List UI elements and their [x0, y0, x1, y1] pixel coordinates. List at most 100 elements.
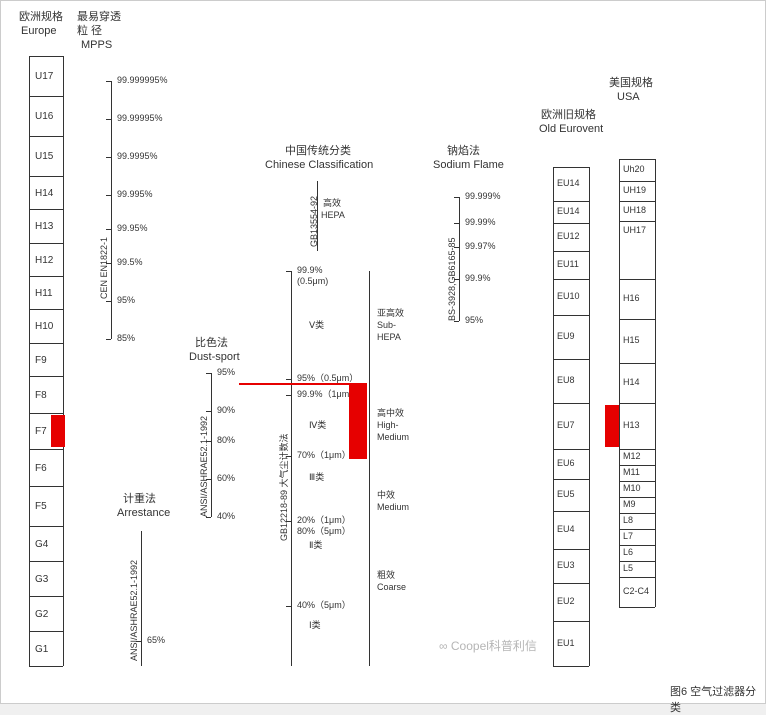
europe-left-line — [29, 56, 30, 666]
arr-line — [141, 531, 142, 666]
cn-h1: 中国传统分类 — [285, 145, 351, 157]
europe-row-H11: H11 — [35, 288, 53, 299]
europe-div — [29, 276, 63, 277]
usa-h1: 美国规格 — [609, 77, 653, 89]
cn-red — [349, 383, 367, 459]
ds-lbl: 90% — [217, 406, 235, 416]
europe-row-F7: F7 — [35, 426, 47, 437]
europe-row-F8: F8 — [35, 390, 47, 401]
ev-row: EU14 — [557, 207, 580, 217]
red-connector — [239, 383, 351, 385]
europe-div — [29, 561, 63, 562]
cn-right-line — [369, 271, 370, 666]
europe-row-F5: F5 — [35, 501, 47, 512]
cn-lt — [286, 521, 291, 522]
sf-line — [459, 197, 460, 321]
europe-div — [29, 486, 63, 487]
cn-lt-lbl: 99.9% — [297, 266, 323, 276]
ev-row: EU6 — [557, 459, 575, 469]
mpps-lbl: 99.5% — [117, 258, 143, 268]
cn-lt-lbl: 20%（1μm） — [297, 516, 351, 526]
ev-row: EU10 — [557, 292, 580, 302]
cn-lt — [286, 271, 291, 272]
sf-h2: Sodium Flame — [433, 159, 504, 171]
cn-r-cn: 亚高效 — [377, 309, 404, 319]
mpps-vtext: CEN EN1822-1 — [99, 237, 109, 299]
cn-class: Ⅳ类 — [309, 421, 326, 431]
ds-lbl: 40% — [217, 512, 235, 522]
ds-lbl: 60% — [217, 474, 235, 484]
usa-row-L6: L6 — [623, 548, 633, 558]
ev-row: EU4 — [557, 525, 575, 535]
usa-row-Uh20: Uh20 — [623, 165, 645, 175]
usa-h2: USA — [617, 91, 640, 103]
mpps-tick — [106, 339, 111, 340]
cn-lt — [286, 395, 291, 396]
europe-div — [29, 666, 63, 667]
cn-class: Ⅲ类 — [309, 473, 324, 483]
ev-row: EU3 — [557, 561, 575, 571]
ev-row: EU9 — [557, 332, 575, 342]
mpps-line — [111, 81, 112, 339]
europe-header-en: Europe — [21, 25, 56, 37]
usa-row-UH19: UH19 — [623, 186, 646, 196]
cn-r-en2: HEPA — [377, 333, 401, 343]
sf-lbl: 95% — [465, 316, 483, 326]
arr-h2: Arrestance — [117, 507, 170, 519]
cn-class: Ⅱ类 — [309, 541, 322, 551]
ev-div — [553, 621, 589, 622]
usa-row-M10: M10 — [623, 484, 641, 494]
ev-h1: 欧洲旧规格 — [541, 109, 596, 121]
usa-r — [655, 159, 656, 607]
usa-div — [619, 465, 655, 466]
ev-l — [553, 167, 554, 666]
europe-div — [29, 136, 63, 137]
ev-row: EU2 — [557, 597, 575, 607]
europe-div — [29, 56, 63, 57]
sf-tick — [454, 197, 459, 198]
usa-div — [619, 279, 655, 280]
sf-lbl: 99.9% — [465, 274, 491, 284]
usa-div — [619, 201, 655, 202]
mpps-tick — [106, 119, 111, 120]
usa-row-H13: H13 — [623, 421, 640, 431]
europe-row-G3: G3 — [35, 574, 48, 585]
usa-row-H14: H14 — [623, 378, 640, 388]
usa-div — [619, 529, 655, 530]
mpps-tick — [106, 301, 111, 302]
cn-r-en: Coarse — [377, 583, 406, 593]
usa-div — [619, 513, 655, 514]
usa-div — [619, 403, 655, 404]
ev-div — [553, 583, 589, 584]
ev-div — [553, 223, 589, 224]
europe-div — [29, 96, 63, 97]
ds-h2: Dust-sport — [189, 351, 240, 363]
cn-r-en: High- — [377, 421, 399, 431]
sf-tick — [454, 223, 459, 224]
cn-lt — [286, 456, 291, 457]
ev-div — [553, 167, 589, 168]
mpps-h3: MPPS — [81, 39, 112, 51]
cn-hepa-cn: 高效 — [323, 199, 341, 209]
cn-h2: Chinese Classification — [265, 159, 373, 171]
figure-caption: 图6 空气过滤器分类 — [670, 683, 766, 715]
usa-div — [619, 497, 655, 498]
mpps-lbl: 99.99995% — [117, 114, 163, 124]
arr-vtext: ANSI/ASHRAE52.1-1992 — [129, 560, 139, 661]
ev-row: EU8 — [557, 376, 575, 386]
cn-lt-lbl: 40%（5μm） — [297, 601, 351, 611]
cn-lt-lbl: 70%（1μm） — [297, 451, 351, 461]
diagram-canvas: 欧洲规格EuropeU17U16U15H14H13H12H11H10F9F8F7… — [0, 0, 766, 704]
usa-row-C2-C4: C2-C4 — [623, 587, 649, 597]
arr-h1: 计重法 — [123, 493, 156, 505]
ds-tick — [206, 517, 211, 518]
usa-div — [619, 481, 655, 482]
usa-row-M12: M12 — [623, 452, 641, 462]
ds-h1: 比色法 — [195, 337, 228, 349]
europe-row-U15: U15 — [35, 151, 53, 162]
europe-row-F6: F6 — [35, 463, 47, 474]
cn-left-line — [291, 271, 292, 666]
sf-h1: 钠焰法 — [447, 145, 480, 157]
mpps-h2: 粒 径 — [77, 25, 102, 37]
europe-div — [29, 243, 63, 244]
